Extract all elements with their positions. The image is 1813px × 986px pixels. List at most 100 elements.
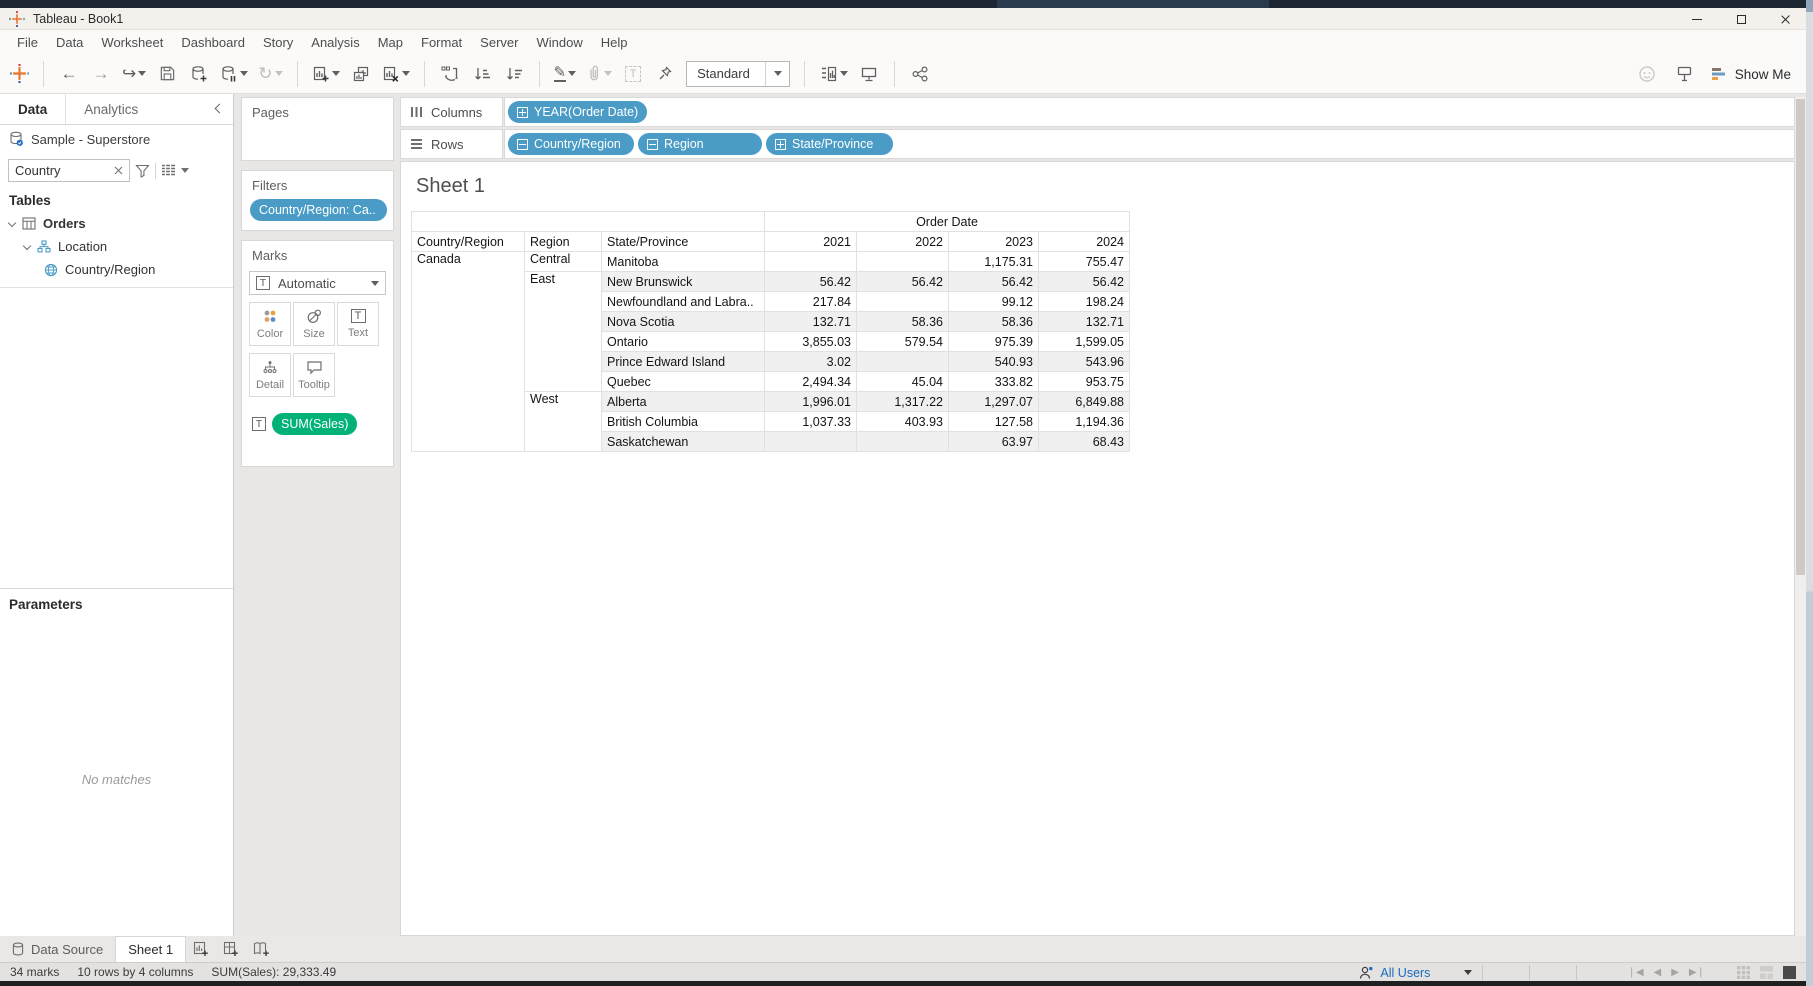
value-cell[interactable]: 198.24 xyxy=(1038,291,1130,312)
header-year-2023[interactable]: 2023 xyxy=(948,231,1039,252)
sort-descending-button[interactable] xyxy=(503,61,525,87)
search-box[interactable] xyxy=(8,159,130,182)
new-datasource-button[interactable] xyxy=(188,61,210,87)
replay-button[interactable]: ↪ xyxy=(122,61,147,87)
value-cell[interactable]: 1,297.07 xyxy=(948,391,1039,412)
first-sheet-button[interactable]: ❘◀ xyxy=(1627,967,1644,978)
tree-item-location[interactable]: Location xyxy=(0,235,233,258)
menu-dashboard[interactable]: Dashboard xyxy=(181,34,245,50)
caret-down-icon[interactable] xyxy=(1464,970,1473,975)
menu-server[interactable]: Server xyxy=(480,34,519,50)
new-story-tab-button[interactable] xyxy=(246,936,276,962)
value-cell[interactable]: 543.96 xyxy=(1038,351,1130,372)
value-cell[interactable]: 1,037.33 xyxy=(764,411,857,432)
value-cell[interactable]: 6,849.88 xyxy=(1038,391,1130,412)
value-cell[interactable]: 56.42 xyxy=(764,271,857,292)
sum-sales-pill[interactable]: SUM(Sales) xyxy=(272,413,358,435)
caret-down-icon[interactable] xyxy=(840,71,849,76)
swap-rows-columns-button[interactable] xyxy=(439,61,461,87)
value-cell[interactable]: 975.39 xyxy=(948,331,1039,352)
menu-story[interactable]: Story xyxy=(262,34,294,50)
value-cell[interactable]: 56.42 xyxy=(948,271,1039,292)
tab-analytics[interactable]: Analytics xyxy=(65,94,156,124)
filter-pill-country-region[interactable]: Country/Region: Ca.. xyxy=(250,199,387,221)
tab-data-source[interactable]: Data Source xyxy=(0,936,115,962)
state-cell[interactable]: Saskatchewan xyxy=(601,431,765,452)
header-country-region[interactable]: Country/Region xyxy=(411,231,525,252)
value-cell[interactable]: 333.82 xyxy=(948,371,1039,392)
header-state-province[interactable]: State/Province xyxy=(601,231,765,252)
menu-window[interactable]: Window xyxy=(536,34,583,50)
menu-format[interactable]: Format xyxy=(421,34,463,50)
search-input[interactable] xyxy=(9,163,105,178)
value-cell[interactable]: 99.12 xyxy=(948,291,1039,312)
tree-item-country-region[interactable]: Country/Region xyxy=(0,258,233,281)
detail-button[interactable]: Detail xyxy=(249,353,291,397)
value-cell[interactable]: 579.54 xyxy=(856,331,949,352)
columns-shelf[interactable]: YEAR(Order Date) xyxy=(504,97,1795,127)
save-button[interactable] xyxy=(156,61,178,87)
fix-axes-button[interactable] xyxy=(654,61,676,87)
order-date-header[interactable]: Order Date xyxy=(764,211,1130,232)
show-tabs-icon[interactable] xyxy=(1760,966,1773,979)
tooltip-button[interactable]: Tooltip xyxy=(293,353,335,397)
region-cell[interactable]: West xyxy=(524,391,602,452)
state-cell[interactable]: Ontario xyxy=(601,331,765,352)
maximize-button[interactable] xyxy=(1732,10,1750,28)
header-year-2021[interactable]: 2021 xyxy=(764,231,857,252)
value-cell[interactable]: 56.42 xyxy=(856,271,949,292)
chevron-down-icon[interactable] xyxy=(7,218,17,227)
chevron-down-icon[interactable] xyxy=(22,241,32,250)
header-region[interactable]: Region xyxy=(524,231,602,252)
collapse-minus-icon[interactable] xyxy=(517,138,528,150)
clear-sheet-button[interactable] xyxy=(382,61,410,87)
menu-map[interactable]: Map xyxy=(377,34,403,50)
show-mark-labels-button[interactable] xyxy=(819,61,849,87)
value-cell[interactable]: 58.36 xyxy=(948,311,1039,332)
value-cell[interactable]: 63.97 xyxy=(948,431,1039,452)
value-cell[interactable] xyxy=(856,291,949,312)
state-cell[interactable]: Prince Edward Island xyxy=(601,351,765,372)
all-users-select[interactable]: All Users xyxy=(1359,966,1473,980)
color-button[interactable]: Color xyxy=(249,302,291,346)
value-cell[interactable]: 2,494.34 xyxy=(764,371,857,392)
expand-plus-icon[interactable] xyxy=(775,138,786,150)
value-cell[interactable] xyxy=(764,251,857,272)
caret-down-icon[interactable] xyxy=(331,71,340,76)
country-cell[interactable]: Canada xyxy=(411,251,525,452)
show-filmstrip-icon[interactable] xyxy=(1737,966,1750,979)
filter-fields-icon[interactable] xyxy=(135,164,150,178)
scrollbar-thumb[interactable] xyxy=(1796,99,1805,575)
caret-down-icon[interactable] xyxy=(138,71,147,76)
new-dashboard-tab-button[interactable] xyxy=(216,936,246,962)
header-year-2022[interactable]: 2022 xyxy=(856,231,949,252)
value-cell[interactable]: 1,996.01 xyxy=(764,391,857,412)
minimize-button[interactable] xyxy=(1688,10,1706,28)
value-cell[interactable]: 217.84 xyxy=(764,291,857,312)
state-cell[interactable]: New Brunswick xyxy=(601,271,765,292)
pause-updates-button[interactable] xyxy=(220,61,249,87)
size-button[interactable]: Size xyxy=(293,302,335,346)
highlight-button[interactable]: ✎ xyxy=(553,61,577,87)
menu-analysis[interactable]: Analysis xyxy=(311,34,360,50)
value-cell[interactable]: 132.71 xyxy=(1038,311,1130,332)
rows-shelf[interactable]: Country/Region Region State/Province xyxy=(504,129,1795,159)
value-cell[interactable] xyxy=(856,351,949,372)
refresh-button[interactable]: ↻ xyxy=(258,61,283,87)
vertical-scrollbar[interactable] xyxy=(1795,97,1806,936)
tab-data[interactable]: Data xyxy=(18,101,48,117)
pages-card[interactable]: Pages xyxy=(241,97,394,161)
mark-type-select[interactable]: T Automatic xyxy=(249,271,386,295)
state-cell[interactable]: Alberta xyxy=(601,391,765,412)
caret-down-icon[interactable] xyxy=(240,71,249,76)
region-cell[interactable]: East xyxy=(524,271,602,392)
value-cell[interactable]: 1,175.31 xyxy=(948,251,1039,272)
pill-country-region[interactable]: Country/Region xyxy=(508,133,634,155)
header-year-2024[interactable]: 2024 xyxy=(1038,231,1130,252)
previous-sheet-button[interactable]: ◀ xyxy=(1653,967,1662,978)
value-cell[interactable]: 755.47 xyxy=(1038,251,1130,272)
value-cell[interactable] xyxy=(764,431,857,452)
pill-year-order-date[interactable]: YEAR(Order Date) xyxy=(508,101,648,123)
menu-file[interactable]: File xyxy=(17,34,38,50)
value-cell[interactable]: 3.02 xyxy=(764,351,857,372)
